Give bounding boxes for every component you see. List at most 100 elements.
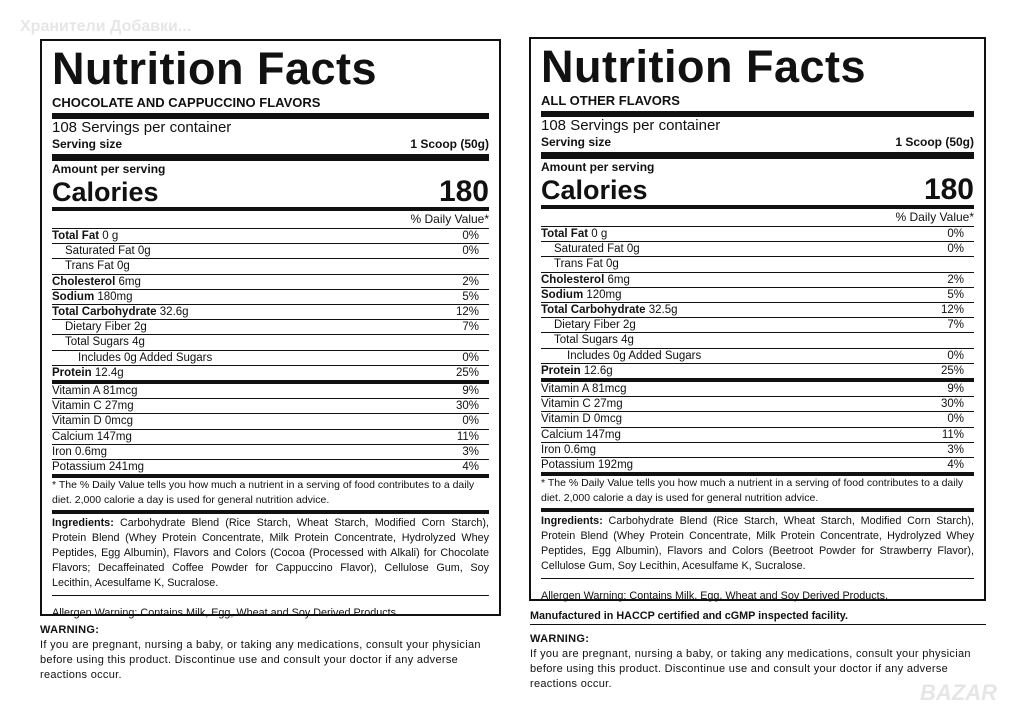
warning-text: If you are pregnant, nursing a baby, or … bbox=[530, 648, 971, 690]
nutrient-row: Potassium 241mg 4% bbox=[52, 460, 489, 479]
nutrient-amount: 32.5g bbox=[648, 304, 678, 317]
ingredients-label: Ingredients: bbox=[541, 515, 603, 528]
nutrient-name: Calcium bbox=[541, 428, 583, 441]
nutrient-name: Total Sugars bbox=[65, 336, 129, 349]
ingredients-label: Ingredients: bbox=[52, 517, 114, 530]
nutrient-name: Total Sugars bbox=[554, 334, 618, 347]
allergen-text: Contains Milk, Egg, Wheat and Soy Derive… bbox=[629, 590, 889, 603]
nutrient-row: Total Carbohydrate 32.5g 12% bbox=[541, 303, 974, 319]
calories-label: Calories bbox=[541, 175, 648, 205]
nutrient-name: Potassium bbox=[52, 461, 106, 474]
allergen: Allergen Warning: Contains Milk, Egg, Wh… bbox=[541, 579, 974, 604]
servings: 108 Servings per container bbox=[541, 117, 721, 134]
nutrient: Iron 0.6mg bbox=[52, 445, 107, 459]
daily-value: 12% bbox=[455, 306, 479, 319]
daily-value: 30% bbox=[455, 400, 479, 413]
nutrient-amount: 0mcg bbox=[593, 413, 622, 426]
nutrient-name: Saturated Fat bbox=[554, 243, 624, 256]
nutrient-row: Total Sugars 4g bbox=[541, 333, 974, 349]
nutrient: Cholesterol 6mg bbox=[52, 275, 141, 289]
nutrient-row: Potassium 192mg 4% bbox=[541, 458, 974, 477]
nutrient-amount: 0.6mg bbox=[564, 443, 596, 456]
nutrient-row: Trans Fat 0g bbox=[541, 257, 974, 273]
nutrient-amount: 0 g bbox=[591, 228, 608, 240]
nutrient-row: Saturated Fat 0g 0% bbox=[541, 242, 974, 258]
daily-value: 0% bbox=[462, 245, 479, 258]
allergen-label: Allergen Warning: bbox=[52, 607, 138, 620]
footnote: * The % Daily Value tells you how much a… bbox=[541, 476, 974, 513]
nutrient-row: Iron 0.6mg 3% bbox=[541, 443, 974, 459]
servings: 108 Servings per container bbox=[52, 119, 232, 136]
nutrient-row: Vitamin C 27mg 30% bbox=[541, 397, 974, 413]
daily-value: 30% bbox=[940, 398, 964, 411]
nutrient: Includes 0g Added Sugars bbox=[52, 351, 212, 365]
nutrient-row: Cholesterol 6mg 2% bbox=[52, 275, 489, 290]
daily-value: 0% bbox=[947, 413, 964, 426]
nutrient-row: Cholesterol 6mg 2% bbox=[541, 273, 974, 288]
daily-value: 0% bbox=[462, 230, 479, 242]
nutrition-panel: Nutrition Facts ALL OTHER FLAVORS 108 Serv… bbox=[529, 37, 986, 604]
nutrient-row: Iron 0.6mg 3% bbox=[52, 445, 489, 461]
daily-value: 25% bbox=[940, 364, 964, 377]
nutrient-amount: 6mg bbox=[118, 275, 141, 288]
nutrient: Saturated Fat 0g bbox=[52, 244, 151, 258]
nutrient-row: Dietary Fiber 2g 7% bbox=[52, 320, 489, 336]
calories-value: 180 bbox=[923, 173, 974, 206]
nutrient-name: Total Fat bbox=[52, 230, 100, 242]
nutrient: Sodium 120mg bbox=[541, 288, 622, 302]
calories-label: Calories bbox=[52, 177, 159, 207]
nutrient-amount: 27mg bbox=[104, 400, 134, 413]
nutrient-amount: 4g bbox=[132, 336, 145, 349]
flavor: CHOCOLATE AND CAPPUCCINO FLAVORS bbox=[52, 95, 489, 119]
ingredients: Ingredients: Carbohydrate Blend (Rice St… bbox=[52, 514, 489, 597]
serving-size-label: Serving size bbox=[52, 137, 123, 151]
nutrient: Total Carbohydrate 32.5g bbox=[541, 303, 678, 317]
flavor: ALL OTHER FLAVORS bbox=[541, 93, 974, 117]
nutrient-name: Cholesterol bbox=[52, 275, 116, 288]
manufactured: Manufactured in HACCP certified and cGMP… bbox=[530, 609, 986, 625]
nutrient-name: Vitamin C bbox=[52, 400, 102, 413]
nutrient-row: Vitamin D 0mcg 0% bbox=[52, 414, 489, 430]
nutrient-amount: 0g bbox=[137, 245, 151, 258]
daily-value: 7% bbox=[462, 321, 479, 334]
daily-value: 0% bbox=[947, 349, 964, 362]
daily-value-header: % Daily Value* bbox=[541, 209, 974, 227]
nutrient-name: Trans Fat bbox=[65, 260, 114, 273]
nutrient-name: Vitamin A bbox=[541, 383, 589, 396]
nutrient-row: Saturated Fat 0g 0% bbox=[52, 244, 489, 260]
nutrient-amount: 27mg bbox=[593, 398, 623, 411]
serving-size: Serving size 1 Scoop (50g) bbox=[541, 135, 974, 159]
daily-value: 9% bbox=[462, 385, 479, 398]
nutrient: Dietary Fiber 2g bbox=[541, 318, 636, 332]
nutrient-name: Iron bbox=[541, 443, 561, 456]
daily-value: 12% bbox=[940, 304, 964, 317]
nutrient-row: Trans Fat 0g bbox=[52, 259, 489, 275]
allergen: Allergen Warning: Contains Milk, Egg, Wh… bbox=[52, 596, 489, 621]
nutrient-name: Vitamin D bbox=[541, 413, 591, 426]
nutrient-row: Includes 0g Added Sugars 0% bbox=[52, 351, 489, 366]
nutrient-row: Total Sugars 4g bbox=[52, 335, 489, 351]
nutrient: Vitamin A 81mcg bbox=[52, 384, 137, 398]
nutrient-name: Dietary Fiber bbox=[65, 321, 131, 334]
daily-value: 0% bbox=[947, 243, 964, 256]
daily-value: 3% bbox=[947, 443, 964, 456]
nutrient: Trans Fat 0g bbox=[541, 257, 619, 271]
watermark: BAZAR bbox=[920, 680, 997, 705]
nutrient-amount: 241mg bbox=[108, 461, 145, 474]
nutrient-amount: 180mg bbox=[97, 290, 133, 303]
ingredients-text: Carbohydrate Blend (Rice Starch, Wheat S… bbox=[52, 517, 489, 590]
nutrient-amount: 81mcg bbox=[591, 383, 627, 396]
nutrient: Total Fat 0 g bbox=[541, 227, 607, 241]
serving-size-label: Serving size bbox=[541, 135, 612, 149]
nutrient-name: Total Carbohydrate bbox=[52, 306, 157, 319]
nutrient: Potassium 192mg bbox=[541, 458, 633, 472]
nutrient: Vitamin A 81mcg bbox=[541, 382, 626, 396]
nutrient-name: Vitamin D bbox=[52, 415, 102, 428]
nutrient: Includes 0g Added Sugars bbox=[541, 349, 701, 363]
warning: WARNING: If you are pregnant, nursing a b… bbox=[40, 623, 500, 683]
nutrient-name: Includes 0g Added Sugars bbox=[567, 349, 702, 362]
nutrient-name: Vitamin C bbox=[541, 398, 591, 411]
nutrient: Potassium 241mg bbox=[52, 460, 144, 474]
warning-label: WARNING: bbox=[40, 624, 100, 636]
daily-value: 0% bbox=[462, 415, 479, 428]
